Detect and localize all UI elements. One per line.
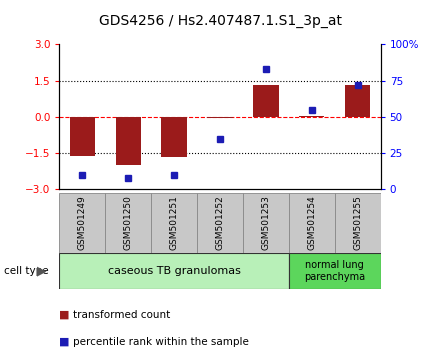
Text: GSM501249: GSM501249 [78,196,87,250]
Bar [116,117,141,165]
Text: GSM501254: GSM501254 [307,196,316,250]
Bar [207,117,233,118]
Text: GDS4256 / Hs2.407487.1.S1_3p_at: GDS4256 / Hs2.407487.1.S1_3p_at [99,14,341,28]
Text: GSM501252: GSM501252 [216,196,224,250]
Bar [59,253,289,289]
Text: percentile rank within the sample: percentile rank within the sample [73,337,249,347]
Bar [345,85,370,117]
Text: GSM501253: GSM501253 [261,195,271,251]
Bar [161,117,187,157]
Bar [59,193,105,253]
Text: cell type: cell type [4,266,49,276]
Text: ■: ■ [59,337,70,347]
Bar [253,85,279,117]
Bar [335,193,381,253]
Text: ▶: ▶ [37,264,46,277]
Text: transformed count: transformed count [73,310,170,320]
Text: GSM501255: GSM501255 [353,195,362,251]
Bar [151,193,197,253]
Text: ■: ■ [59,310,70,320]
Text: GSM501251: GSM501251 [169,195,179,251]
Text: GSM501250: GSM501250 [124,195,133,251]
Bar [105,193,151,253]
Bar [243,193,289,253]
Bar [299,116,324,117]
Bar [289,193,335,253]
Text: normal lung
parenchyma: normal lung parenchyma [304,260,365,282]
Bar [70,117,95,155]
Text: caseous TB granulomas: caseous TB granulomas [108,266,241,276]
Bar [289,253,381,289]
Bar [197,193,243,253]
